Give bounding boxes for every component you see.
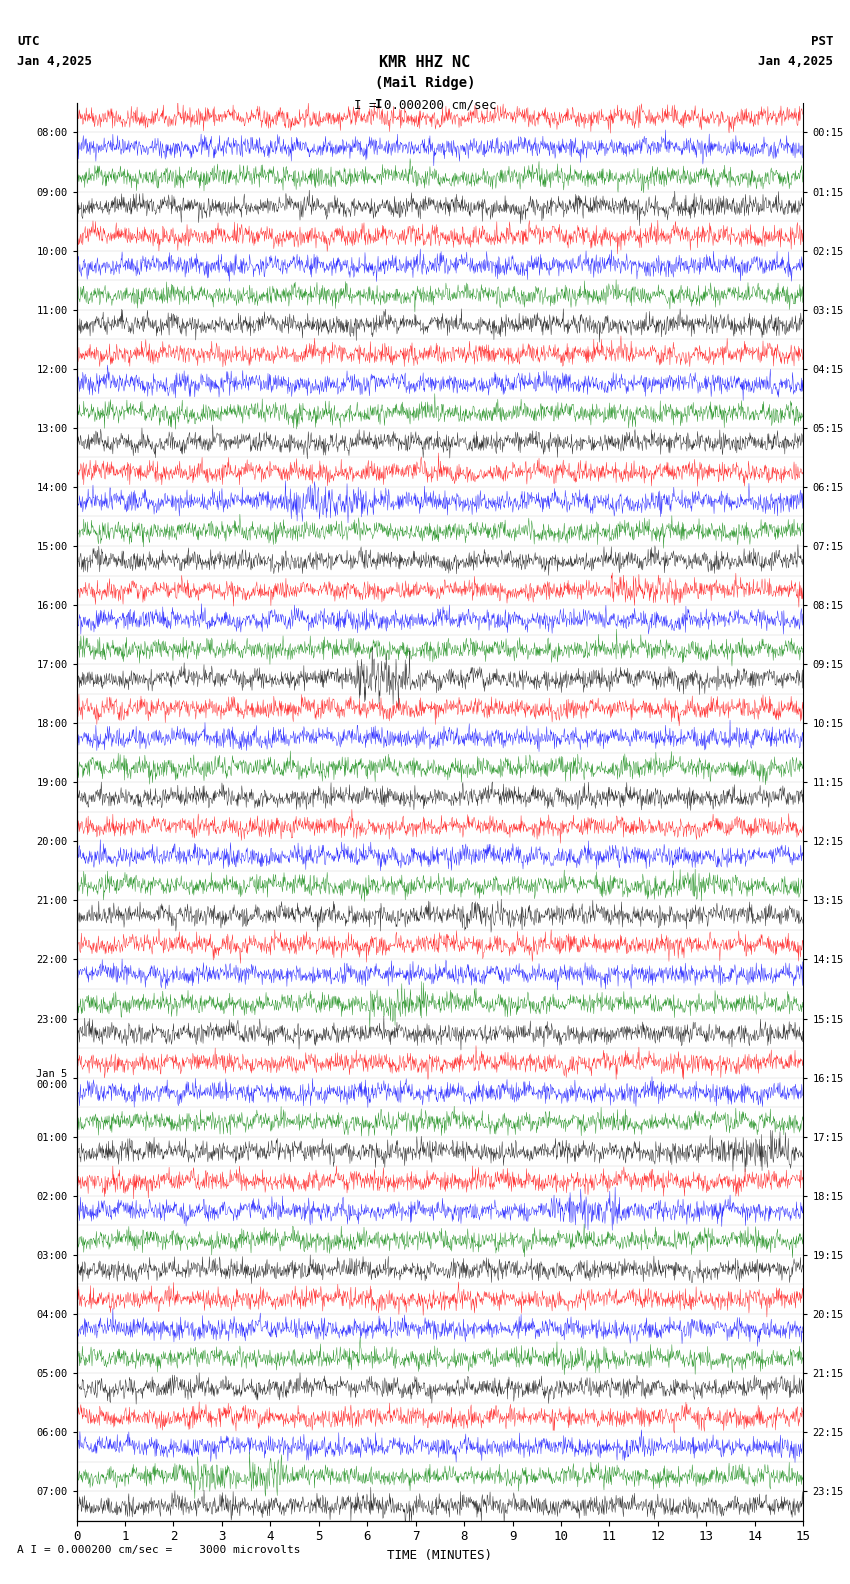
Text: I = 0.000200 cm/sec: I = 0.000200 cm/sec [354, 98, 496, 111]
Text: KMR HHZ NC: KMR HHZ NC [379, 55, 471, 70]
Text: PST: PST [811, 35, 833, 48]
Text: (Mail Ridge): (Mail Ridge) [375, 76, 475, 90]
Text: Jan 4,2025: Jan 4,2025 [758, 55, 833, 68]
Text: I: I [375, 98, 382, 111]
Text: Jan 4,2025: Jan 4,2025 [17, 55, 92, 68]
X-axis label: TIME (MINUTES): TIME (MINUTES) [388, 1549, 492, 1562]
Text: UTC: UTC [17, 35, 39, 48]
Text: A I = 0.000200 cm/sec =    3000 microvolts: A I = 0.000200 cm/sec = 3000 microvolts [17, 1546, 301, 1555]
